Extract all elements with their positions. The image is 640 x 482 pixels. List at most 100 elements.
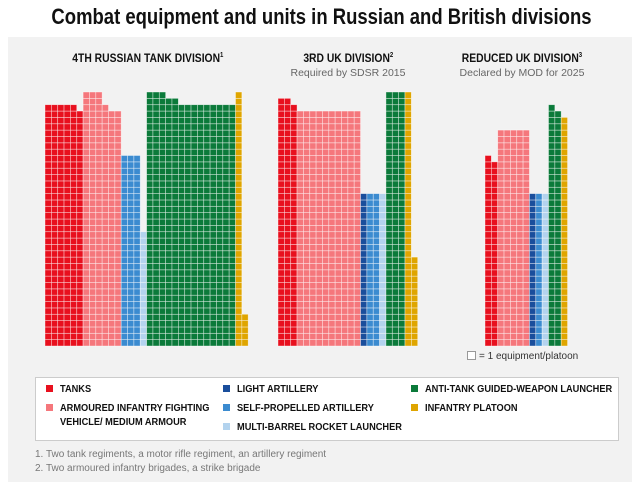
waffle-cell-aifv	[341, 231, 349, 239]
waffle-cell-aifv	[510, 294, 518, 302]
waffle-cell-spa	[535, 332, 543, 340]
waffle-cell-infantry	[560, 148, 568, 156]
waffle-cell-aifv	[322, 339, 330, 347]
waffle-cell-aifv	[328, 339, 336, 347]
waffle-cell-atgw	[190, 301, 198, 309]
waffle-cell-tanks	[50, 136, 59, 144]
waffle-cell-tanks	[50, 180, 59, 188]
waffle-cell-aifv	[334, 301, 342, 309]
waffle-cell-aifv	[315, 326, 323, 334]
waffle-cell-aifv	[497, 294, 505, 302]
waffle-cell-aifv	[334, 250, 342, 258]
waffle-cell-tanks	[484, 250, 492, 258]
footnote-1: 1. Two tank regiments, a motor rifle reg…	[35, 449, 327, 460]
waffle-cell-aifv	[516, 155, 524, 163]
waffle-cell-aifv	[510, 256, 518, 264]
waffle-cell-infantry	[411, 332, 419, 340]
waffle-cell-spa	[372, 269, 380, 277]
waffle-cell-tanks	[50, 339, 59, 347]
waffle-cell-atgw	[391, 294, 399, 302]
waffle-cell-atgw	[190, 186, 198, 194]
waffle-cell-atgw	[178, 123, 186, 131]
waffle-cell-tanks	[290, 332, 298, 340]
waffle-cell-atgw	[209, 199, 217, 207]
waffle-cell-aifv	[347, 313, 355, 321]
waffle-cell-atgw	[197, 263, 205, 271]
waffle-cell-aifv	[114, 326, 122, 334]
waffle-cell-atgw	[548, 326, 556, 334]
waffle-cell-tanks	[57, 155, 65, 163]
waffle-cell-infantry	[235, 97, 243, 106]
waffle-cell-aifv	[315, 307, 323, 315]
waffle-cell-aifv	[347, 256, 355, 264]
waffle-cell-aifv	[341, 110, 349, 118]
waffle-cell-atgw	[222, 161, 230, 169]
waffle-cell-tanks	[76, 180, 84, 188]
waffle-cell-tanks	[284, 142, 292, 150]
waffle-cell-tanks	[57, 237, 65, 245]
waffle-cell-tanks	[284, 97, 292, 106]
waffle-cell-mlrs	[139, 294, 147, 302]
waffle-cell-aifv	[353, 263, 361, 271]
waffle-cell-infantry	[235, 339, 243, 347]
waffle-cell-infantry	[404, 326, 412, 334]
waffle-cell-atgw	[398, 123, 406, 131]
waffle-cell-atgw	[146, 117, 154, 125]
waffle-cell-aifv	[510, 180, 518, 188]
waffle-cell-aifv	[303, 244, 311, 252]
waffle-cell-tanks	[277, 180, 285, 188]
waffle-cell-tanks	[290, 250, 298, 258]
waffle-cell-aifv	[353, 199, 361, 207]
waffle-cell-atgw	[197, 339, 205, 347]
waffle-cell-atgw	[385, 123, 393, 131]
waffle-cell-tanks	[44, 104, 52, 112]
waffle-cell-aifv	[353, 282, 361, 290]
waffle-cell-aifv	[108, 199, 116, 207]
waffle-cell-atgw	[165, 294, 173, 302]
waffle-cell-atgw	[222, 205, 230, 214]
waffle-cell-infantry	[235, 186, 243, 194]
waffle-cell-aifv	[328, 313, 336, 321]
waffle-cell-atgw	[178, 332, 186, 340]
waffle-cell-aifv	[522, 205, 530, 214]
waffle-cell-tanks	[76, 282, 84, 290]
waffle-cell-tanks	[290, 288, 298, 296]
waffle-cell-aifv	[82, 218, 90, 226]
waffle-cell-atgw	[203, 123, 211, 131]
waffle-cell-tanks	[44, 301, 52, 309]
waffle-cell-aifv	[101, 326, 109, 334]
waffle-cell-tanks	[277, 320, 285, 328]
waffle-cell-atgw	[209, 307, 217, 315]
waffle-cell-mlrs	[379, 339, 387, 347]
waffle-cell-mlrs	[379, 199, 387, 207]
waffle-cell-atgw	[197, 269, 205, 277]
waffle-cell-aifv	[341, 212, 349, 220]
waffle-cell-tanks	[484, 231, 492, 239]
waffle-cell-atgw	[152, 218, 160, 226]
waffle-cell-atgw	[228, 275, 236, 283]
waffle-cell-tanks	[277, 339, 285, 347]
waffle-cell-aifv	[315, 129, 323, 137]
waffle-cell-aifv	[82, 180, 90, 188]
waffle-cell-aifv	[334, 256, 342, 264]
waffle-cell-atgw	[184, 301, 192, 309]
waffle-cell-infantry	[560, 129, 568, 137]
waffle-cell-atgw	[171, 129, 179, 137]
waffle-cell-atgw	[385, 225, 393, 233]
waffle-cell-tanks	[63, 174, 71, 182]
waffle-cell-atgw	[554, 250, 562, 258]
waffle-cell-atgw	[216, 167, 224, 175]
waffle-cell-aifv	[101, 199, 109, 207]
waffle-cell-atgw	[228, 123, 236, 131]
waffle-cell-atgw	[178, 250, 186, 258]
waffle-cell-atgw	[158, 263, 167, 271]
waffle-cell-spa	[366, 332, 374, 340]
waffle-cell-atgw	[171, 148, 179, 156]
waffle-cell-aifv	[108, 212, 116, 220]
waffle-cell-infantry	[404, 205, 412, 214]
waffle-cell-atgw	[222, 142, 230, 150]
waffle-cell-spa	[535, 244, 543, 252]
waffle-cell-spa	[133, 218, 141, 226]
waffle-cell-aifv	[315, 282, 323, 290]
waffle-cell-spa	[120, 263, 128, 271]
